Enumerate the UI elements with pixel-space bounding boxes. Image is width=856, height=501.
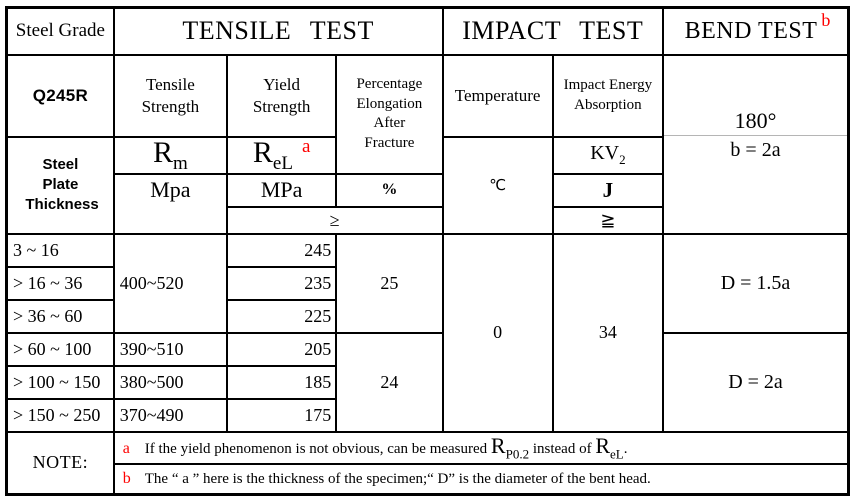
bend-test-header: BEND TEST b <box>662 6 850 56</box>
yield-value: 185 <box>225 364 338 400</box>
rp02-symbol: RP0.2 <box>490 432 530 462</box>
yield-value: 175 <box>225 397 338 433</box>
bend-diameter-value: D = 2a <box>662 331 850 433</box>
thickness-range: > 150 ~ 250 <box>5 397 115 433</box>
impact-energy-header: Impact Energy Absorption <box>551 53 665 138</box>
rel-symbol: ReLa <box>225 135 338 175</box>
gte-impact: ≧ <box>551 205 665 235</box>
bend-diameter-value: D = 1.5a <box>662 232 850 334</box>
steel-grade-header: Steel Grade <box>5 6 115 56</box>
note-a-period: . <box>623 440 628 457</box>
thickness-range: > 60 ~ 100 <box>5 331 115 367</box>
percent-unit: % <box>335 172 444 208</box>
note-b-text: The “ a ” here is the thickness of the s… <box>144 470 651 487</box>
grade-cell: Q245R <box>5 53 115 138</box>
bend-condition-cell: 180° b = 2a <box>662 53 850 235</box>
note-label: NOTE: <box>5 430 115 496</box>
thickness-range: > 36 ~ 60 <box>5 298 115 334</box>
table-row: > 60 ~ 100 390~510 205 24 D = 2a <box>5 331 850 433</box>
thickness-range: 3 ~ 16 <box>5 232 115 268</box>
note-a: a If the yield phenomenon is not obvious,… <box>112 430 850 465</box>
elongation-header: Percentage Elongation After Fracture <box>335 53 444 175</box>
mpa-unit-tensile: Mpa <box>112 172 229 235</box>
rel-footnote-marker: a <box>301 136 311 157</box>
tensile-range: 370~490 <box>112 397 229 433</box>
note-a-text: If the yield phenomenon is not obvious, … <box>144 440 491 457</box>
temperature-value: 0 <box>441 232 554 433</box>
yield-value: 245 <box>225 232 338 268</box>
rm-symbol: Rm <box>112 135 229 175</box>
rel-symbol-note: ReL <box>595 432 624 462</box>
tensile-test-header: TENSILE TEST <box>112 6 444 56</box>
bend-angle: 180° <box>665 57 847 136</box>
yield-value: 205 <box>225 331 338 367</box>
note-a-marker: a <box>122 439 130 457</box>
table-row: > 16 ~ 36 235 <box>5 265 849 301</box>
mpa-unit-yield: MPa <box>225 172 338 208</box>
celsius-cell: ℃ <box>441 135 554 235</box>
tensile-range: 400~520 <box>112 232 229 334</box>
tensile-range: 390~510 <box>112 331 229 367</box>
note-a-text-mid: instead of <box>529 440 596 457</box>
yield-strength-header: Yield Strength <box>225 53 338 138</box>
table-row: > 36 ~ 60 225 <box>5 298 849 334</box>
impact-value: 34 <box>551 232 665 433</box>
tensile-range: 380~500 <box>112 364 229 400</box>
yield-value: 225 <box>225 298 338 334</box>
tensile-strength-header: Tensile Strength <box>112 53 229 138</box>
bend-footnote-marker: b <box>821 9 831 30</box>
temperature-header: Temperature <box>441 53 554 138</box>
thickness-range: > 100 ~ 150 <box>5 364 115 400</box>
gte-tensile: ≥ <box>226 205 444 235</box>
steel-spec-table: Steel Grade TENSILE TEST IMPACT TEST BEN… <box>5 6 850 496</box>
joule-unit: J <box>551 172 665 208</box>
celsius-symbol: ℃ <box>489 175 507 194</box>
bend-width-formula: b = 2a <box>730 138 781 161</box>
table-row: > 100 ~ 150 380~500 185 <box>5 364 849 400</box>
thickness-label-cell: Steel Plate Thickness <box>5 135 115 235</box>
thickness-range: > 16 ~ 36 <box>5 265 115 301</box>
bend-test-title: BEND TEST <box>684 17 818 44</box>
yield-value: 235 <box>225 265 338 301</box>
kv2-symbol: KV2 <box>551 135 665 175</box>
note-b: b The “ a ” here is the thickness of the … <box>112 462 850 496</box>
table-row: > 150 ~ 250 370~490 175 <box>5 397 849 433</box>
table-row: 3 ~ 16 400~520 245 25 0 34 D = 1.5a <box>5 232 850 433</box>
elongation-value: 24 <box>335 331 444 433</box>
impact-test-header: IMPACT TEST <box>441 6 665 56</box>
note-b-marker: b <box>122 469 131 487</box>
elongation-value: 25 <box>335 232 444 334</box>
